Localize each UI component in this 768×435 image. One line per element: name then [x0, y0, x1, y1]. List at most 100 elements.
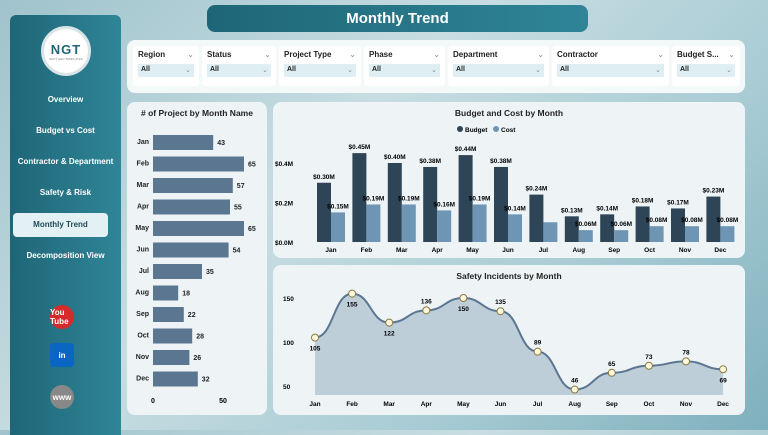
- category-label: Jan: [309, 401, 320, 408]
- bar-budget: [635, 206, 650, 242]
- bar-cost: [437, 210, 452, 242]
- data-label: 28: [196, 334, 204, 341]
- data-point: [311, 333, 319, 342]
- filter-label: Department: [453, 50, 498, 59]
- bar-budget: [706, 196, 721, 242]
- filter-dropdown[interactable]: All ⌄: [677, 64, 735, 77]
- data-point: [348, 289, 357, 298]
- chevron-down-icon[interactable]: ⌄: [349, 50, 356, 59]
- chevron-down-icon: ⌄: [262, 67, 268, 74]
- data-point: [533, 347, 542, 356]
- filter-dropdown[interactable]: All ⌄: [557, 64, 664, 77]
- bar-budget: [423, 166, 438, 242]
- chevron-down-icon[interactable]: ⌄: [657, 50, 664, 59]
- category-label: Feb: [361, 247, 373, 254]
- sidebar-item-overview[interactable]: Overview: [47, 95, 84, 104]
- legend-marker: [457, 126, 463, 132]
- chart-title: Budget and Cost by Month: [454, 108, 564, 118]
- bar-budget: [494, 166, 508, 242]
- data-label: 135: [495, 299, 506, 306]
- legend-label: Cost: [501, 127, 516, 134]
- chevron-down-icon: ⌄: [431, 67, 437, 74]
- filter-dropdown[interactable]: All ⌄: [138, 64, 194, 77]
- data-label: $0.08M: [646, 217, 668, 224]
- x-tick: 0: [151, 398, 155, 405]
- category-label: Jul: [533, 401, 543, 408]
- data-label: $0.08M: [717, 217, 739, 224]
- bar: [153, 307, 184, 322]
- data-label: $0.40M: [384, 154, 406, 161]
- linkedin-icon[interactable]: in: [50, 343, 74, 367]
- data-label: 32: [202, 377, 210, 384]
- data-label: 105: [310, 346, 321, 353]
- filter-dropdown[interactable]: All ⌄: [207, 64, 271, 77]
- category-label: Nov: [136, 354, 149, 361]
- category-label: Sep: [608, 247, 620, 254]
- data-label: 89: [534, 340, 542, 347]
- bar-cost: [401, 204, 416, 242]
- chevron-down-icon[interactable]: ⌄: [187, 50, 194, 59]
- category-label: May: [457, 401, 470, 408]
- bar-budget: [317, 182, 331, 242]
- chevron-down-icon[interactable]: ⌄: [433, 50, 440, 59]
- data-label: $0.08M: [681, 217, 703, 224]
- data-label: $0.19M: [363, 195, 385, 202]
- data-label: 43: [217, 140, 225, 147]
- sidebar-item-contractor-department[interactable]: Contractor & Department: [17, 157, 114, 166]
- category-label: Dec: [714, 247, 726, 254]
- logo-text: NGT: [50, 41, 82, 57]
- bar: [153, 242, 229, 258]
- globe-icon[interactable]: www: [50, 385, 74, 409]
- chevron-down-icon[interactable]: ⌄: [264, 50, 271, 59]
- y-tick: 100: [283, 340, 294, 347]
- sidebar-item-budget-vs-cost[interactable]: Budget vs Cost: [36, 126, 95, 135]
- category-label: Apr: [432, 247, 444, 254]
- bar-cost: [649, 226, 664, 242]
- category-label: Aug: [572, 247, 585, 254]
- filter-dropdown[interactable]: All ⌄: [453, 64, 544, 77]
- bar-budget: [564, 216, 579, 242]
- data-label: 35: [206, 269, 214, 276]
- filter-dropdown[interactable]: All ⌄: [369, 64, 440, 77]
- filter-value: All: [680, 66, 689, 73]
- y-tick: $0.2M: [275, 201, 293, 208]
- data-label: 55: [234, 205, 242, 212]
- bar: [153, 156, 244, 172]
- category-label: Jul: [539, 247, 549, 254]
- filter-dropdown[interactable]: All ⌄: [284, 64, 356, 77]
- data-label: 57: [237, 183, 245, 190]
- data-label: 69: [719, 377, 727, 384]
- sidebar-item-decomposition-view[interactable]: Decomposition View: [26, 251, 105, 260]
- chevron-down-icon: ⌄: [655, 67, 661, 74]
- bar-cost: [685, 226, 699, 242]
- data-label: $0.30M: [313, 174, 335, 181]
- category-label: Jan: [325, 247, 336, 254]
- area-fill: [315, 293, 724, 395]
- chart-title: Safety Incidents by Month: [456, 271, 562, 281]
- bar-cost: [543, 222, 558, 242]
- bar-cost: [331, 212, 345, 242]
- filter-value: All: [560, 66, 569, 73]
- category-label: Oct: [643, 401, 655, 408]
- data-label: $0.44M: [455, 146, 477, 153]
- youtube-icon[interactable]: You Tube: [50, 305, 74, 329]
- category-label: Nov: [679, 247, 692, 254]
- data-point: [719, 365, 728, 374]
- data-label: 26: [193, 355, 201, 362]
- category-label: May: [135, 225, 149, 232]
- category-label: Jun: [495, 401, 507, 408]
- filter-value: All: [141, 66, 150, 73]
- category-label: Mar: [396, 247, 408, 254]
- data-label: 136: [421, 298, 432, 305]
- data-label: $0.38M: [419, 158, 441, 165]
- bar-cost: [366, 204, 381, 242]
- sidebar-item-safety-risk[interactable]: Safety & Risk: [39, 188, 92, 197]
- data-label: 65: [608, 361, 616, 368]
- chevron-down-icon[interactable]: ⌄: [728, 50, 735, 59]
- bar: [153, 178, 233, 193]
- category-label: Aug: [135, 290, 149, 297]
- category-label: Oct: [644, 247, 656, 254]
- sidebar-item-monthly-trend[interactable]: Monthly Trend: [13, 213, 108, 237]
- data-label: $0.24M: [526, 186, 548, 193]
- chevron-down-icon[interactable]: ⌄: [537, 50, 544, 59]
